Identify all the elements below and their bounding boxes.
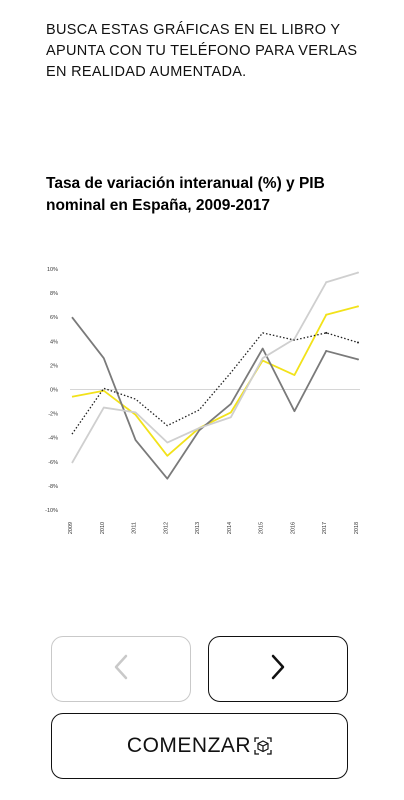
ar-instructions: BUSCA ESTAS GRÁFICAS EN EL LIBRO Y APUNT… bbox=[46, 22, 358, 80]
series-point-4 bbox=[357, 341, 359, 344]
series-line-3 bbox=[71, 271, 359, 464]
series-point-3 bbox=[325, 281, 328, 284]
series-line-2 bbox=[71, 316, 359, 480]
chart-title: Tasa de variación interanual (%) y PIB n… bbox=[46, 175, 325, 214]
y-tick-label: 0% bbox=[50, 388, 58, 394]
y-tick-label: -2% bbox=[48, 412, 58, 418]
y-tick-label: 6% bbox=[50, 315, 58, 321]
series-point-1 bbox=[357, 305, 359, 308]
chevron-left-icon bbox=[113, 654, 129, 685]
x-tick-label: 2009 bbox=[68, 522, 74, 534]
series-point-1 bbox=[325, 313, 328, 316]
series-point-2 bbox=[357, 358, 359, 361]
series-point-3 bbox=[357, 271, 359, 274]
series-point-4 bbox=[325, 331, 328, 334]
x-tick-label: 2013 bbox=[195, 522, 201, 534]
line-chart: 10% 8% 6% 4% 2% 0% -2% -4% -6% -8% -10% 2009 2010 201… bbox=[45, 267, 360, 534]
start-button[interactable]: COMENZAR bbox=[51, 713, 348, 779]
x-tick-label: 2011 bbox=[132, 522, 138, 534]
x-tick-label: 2010 bbox=[100, 522, 106, 534]
x-tick-label: 2017 bbox=[322, 522, 328, 534]
y-tick-label: 4% bbox=[50, 339, 58, 345]
x-tick-label: 2018 bbox=[354, 522, 360, 534]
series-point-2 bbox=[325, 349, 328, 352]
y-tick-label: 10% bbox=[47, 267, 58, 273]
x-tick-label: 2015 bbox=[259, 522, 265, 534]
y-tick-label: 2% bbox=[50, 363, 58, 369]
series-line-1 bbox=[71, 305, 359, 457]
previous-button[interactable] bbox=[51, 636, 191, 702]
chevron-right-icon bbox=[270, 654, 286, 685]
y-tick-label: -4% bbox=[48, 436, 58, 442]
y-tick-label: -10% bbox=[45, 508, 58, 514]
x-tick-label: 2012 bbox=[163, 522, 169, 534]
x-tick-label: 2016 bbox=[290, 522, 296, 534]
next-button[interactable] bbox=[208, 636, 348, 702]
start-button-label: COMENZAR bbox=[126, 734, 252, 757]
y-tick-label: 8% bbox=[50, 291, 58, 297]
x-tick-label: 2014 bbox=[227, 522, 233, 534]
series-line-4 bbox=[71, 332, 359, 435]
augmented-reality-cube-icon bbox=[254, 737, 272, 755]
y-tick-label: -6% bbox=[48, 460, 58, 466]
y-tick-label: -8% bbox=[48, 484, 58, 490]
